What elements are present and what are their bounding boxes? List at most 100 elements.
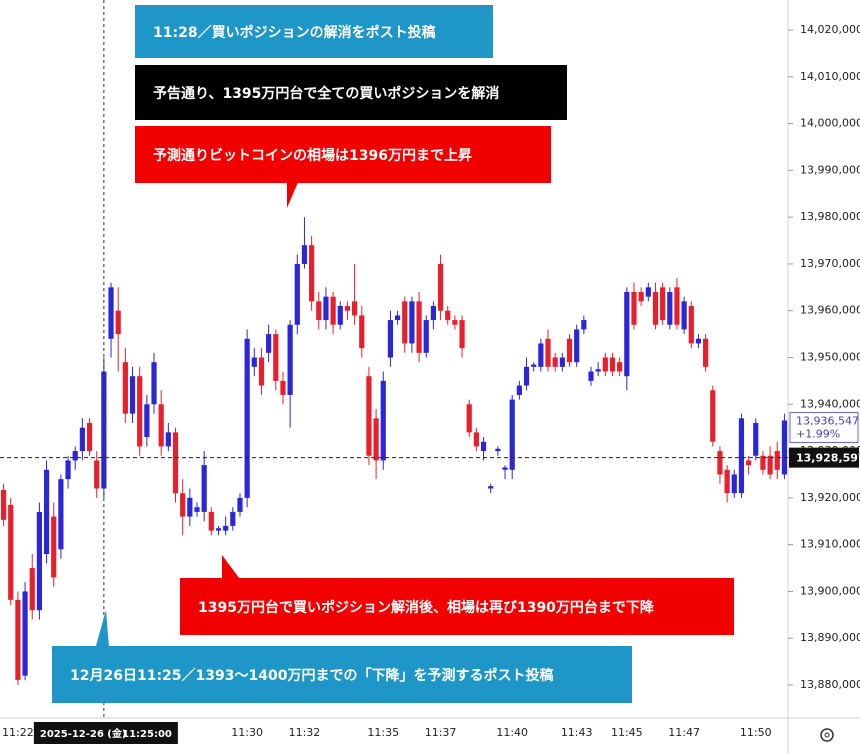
x-tick-label: 11:47: [668, 726, 700, 739]
candle-body: [22, 591, 28, 676]
y-tick-label: 14,000,000: [800, 117, 860, 130]
candle-body: [352, 301, 358, 316]
candle-body: [380, 380, 386, 461]
candle-body: [602, 357, 608, 372]
candle-body: [108, 287, 114, 339]
candle-body: [445, 310, 451, 321]
candle-body: [387, 320, 394, 358]
candle-body: [237, 497, 243, 512]
candle-body: [710, 390, 716, 442]
candle-body: [624, 292, 630, 377]
candle-body: [538, 343, 544, 367]
y-tick-label: 13,950,000: [800, 351, 860, 364]
candle-body: [0, 489, 7, 520]
candle-body: [187, 497, 193, 517]
candle-body: [703, 338, 709, 367]
candle-body: [731, 474, 737, 494]
candle-body: [674, 287, 680, 325]
current-price-label: 13,936,547: [796, 414, 859, 427]
candle-body: [574, 329, 580, 363]
candle-body: [609, 357, 616, 372]
y-tick-label: 13,920,000: [800, 491, 860, 504]
candle-body: [495, 448, 501, 452]
plot: 13,880,000 13,890,000 13,900,000 13,910,000…: [0, 0, 860, 718]
candle-body: [86, 423, 93, 452]
y-tick-label: 13,980,000: [800, 210, 860, 223]
settings-icon[interactable]: [820, 728, 834, 742]
candle-body: [194, 507, 200, 512]
candle-body: [201, 465, 207, 512]
x-tick-label: 11:45: [611, 726, 643, 739]
candle-body: [760, 455, 766, 470]
candle-body: [717, 451, 723, 475]
candle-body: [452, 320, 458, 325]
candle-body: [617, 362, 623, 372]
candle-body: [430, 306, 436, 321]
y-tick-label: 13,910,000: [800, 538, 860, 551]
candle-body: [294, 263, 300, 325]
candle-body: [473, 432, 479, 447]
candle-body: [359, 315, 365, 349]
candle-body: [724, 469, 730, 494]
annotation: 1395万円台で買いポジション解消後、相場は再び1390万円台まで下降: [180, 578, 734, 635]
candle-body: [588, 371, 594, 381]
settings-icon[interactable]: [820, 728, 834, 742]
candle-body: [36, 511, 42, 611]
candle-body: [509, 399, 515, 470]
candle-body: [215, 528, 222, 531]
candle-body: [79, 427, 85, 452]
annotation: 12月26日11:25／1393〜1400万円までの「下降」を予測するポスト投稿: [52, 646, 632, 703]
candle-body: [638, 292, 644, 302]
candle-body: [287, 324, 293, 395]
candle-body: [280, 380, 286, 395]
annotation: 予測通りビットコインの相場は1396万円まで上昇: [135, 126, 551, 183]
y-tick-label: 13,940,000: [800, 397, 860, 410]
candle-body: [15, 599, 21, 680]
x-tick-label: 11:37: [425, 726, 457, 739]
candle-body: [258, 357, 265, 386]
candle-body: [330, 296, 336, 325]
current-price-change: +1.99%: [796, 427, 840, 440]
candle-body: [65, 460, 71, 480]
candle-body: [316, 301, 322, 321]
current-price-box: [789, 411, 859, 443]
y-tick-label: 13,880,000: [800, 678, 860, 691]
candle-body: [781, 420, 788, 475]
candle-body: [595, 369, 601, 372]
candle-body: [72, 451, 78, 461]
annotation: 11:28／買いポジションの解消をポスト投稿: [135, 5, 493, 58]
x-tick-label: 11:35: [367, 726, 399, 739]
x-tick-label: 11:43: [561, 726, 593, 739]
candle-body: [251, 357, 257, 367]
crosshair-date: 2025-12-26 (金): [40, 727, 127, 740]
candle-body: [223, 525, 229, 531]
candle-body: [416, 301, 422, 353]
x-tick-label: 11:22: [2, 726, 34, 739]
annotation: 予告通り、1395万円台で全ての買いポジションを解消: [135, 65, 567, 120]
candle-body: [337, 306, 343, 325]
candle-body: [29, 568, 35, 611]
settings-icon[interactable]: [824, 732, 830, 738]
candle-body: [581, 320, 587, 330]
candle-body: [151, 362, 157, 405]
candle-body: [488, 486, 494, 489]
candle-body: [366, 376, 372, 456]
candle-body: [373, 418, 379, 461]
candle-body: [165, 432, 171, 447]
candle-body: [531, 364, 537, 367]
candle-body: [767, 455, 773, 475]
candle-body: [480, 441, 487, 452]
candle-body: [552, 357, 558, 367]
last-price-box: [789, 447, 859, 468]
candle-body: [158, 404, 164, 447]
candle-body: [523, 366, 530, 386]
candle-body: [402, 301, 408, 344]
candle-body: [394, 315, 401, 321]
candle-body: [144, 404, 150, 438]
y-tick-label: 14,010,000: [800, 70, 860, 83]
candle-body: [753, 423, 759, 456]
candle-body: [681, 301, 687, 330]
candle-body: [652, 292, 659, 325]
crosshair-time: 11:25:00: [122, 729, 172, 740]
